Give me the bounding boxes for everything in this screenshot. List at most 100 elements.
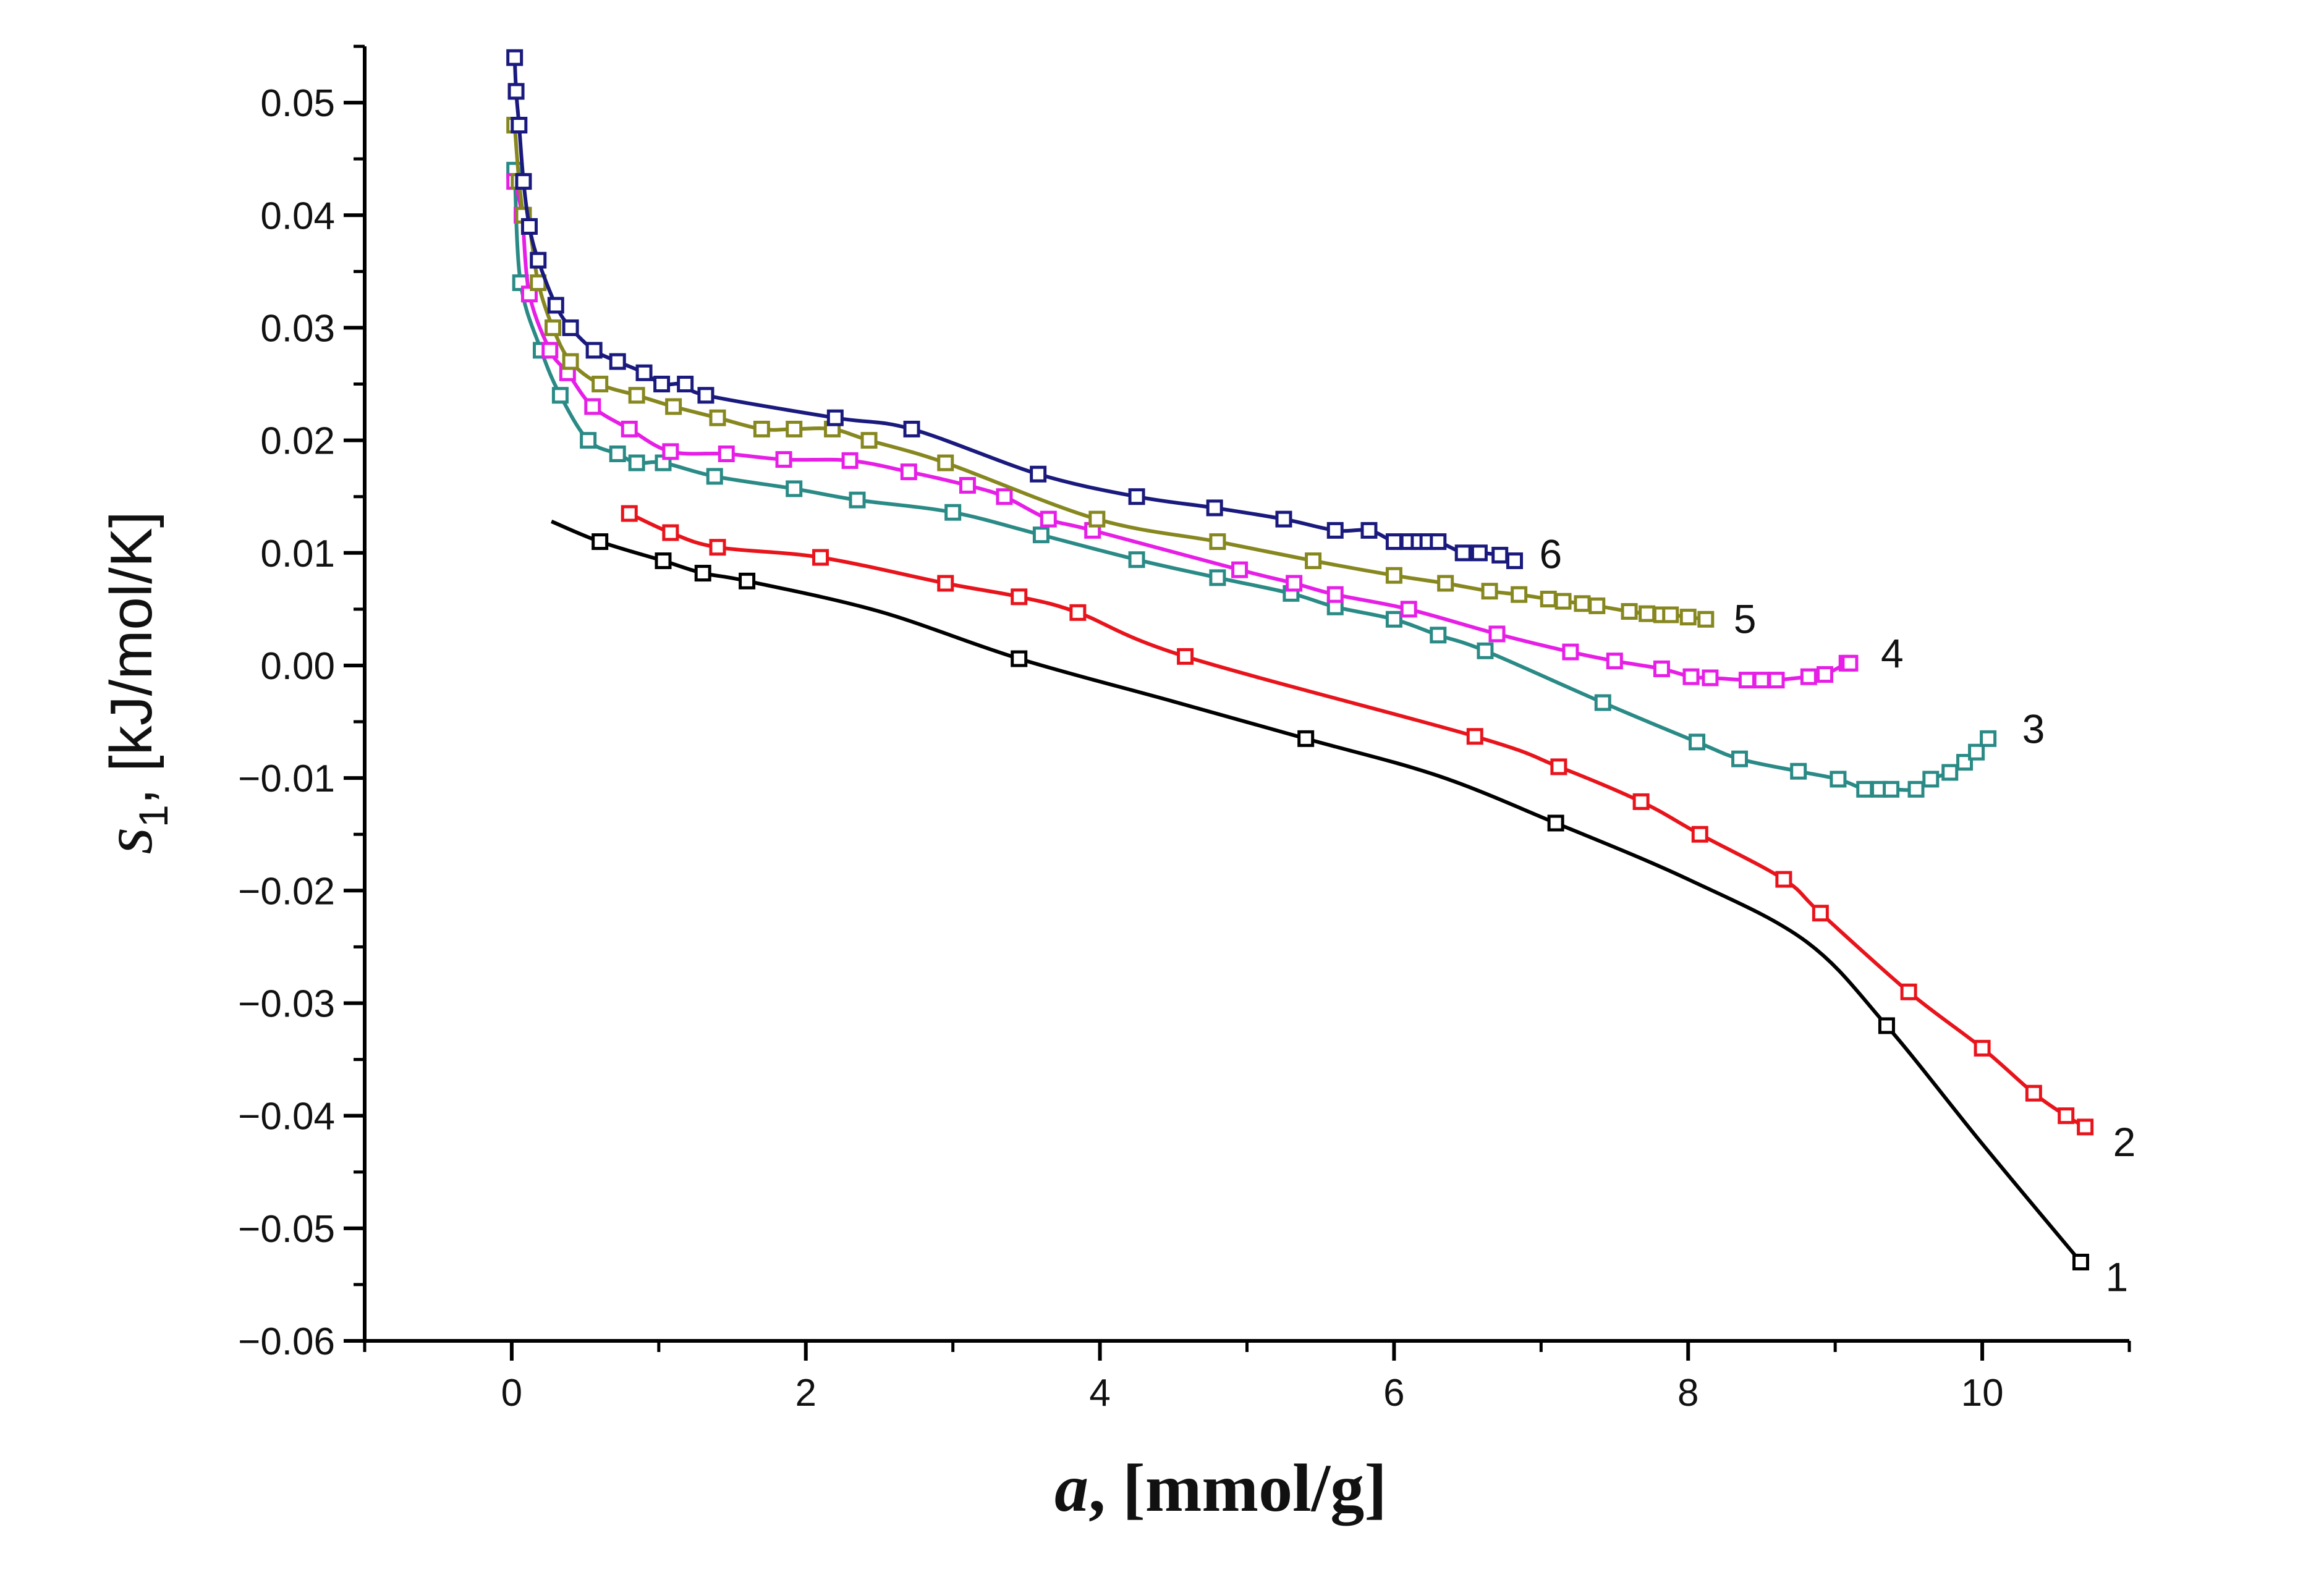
data-point-4 [718,445,735,462]
data-point-4 [1562,643,1579,661]
data-point-3 [1731,750,1749,767]
data-point-3 [849,491,866,509]
data-point-4 [1653,660,1670,677]
data-point-5 [1540,590,1557,607]
data-point-2 [709,539,726,556]
data-point-3 [1883,780,1900,798]
data-point-5 [1554,593,1572,610]
tick-labels: 0.05 0.04 0.03 0.02 0.01 0.00 −0.01 −0.02 −0.03 −… [238,82,2003,1414]
x-tick-label: 2 [795,1372,816,1414]
series-label-3: 3 [2022,706,2045,751]
data-point-1 [1297,730,1315,747]
data-point-2 [1632,793,1650,810]
data-point-2 [1069,604,1087,621]
data-point-6 [507,83,525,100]
series-label-4: 4 [1881,630,1904,676]
data-point-2 [1775,871,1792,888]
y-tick-label: 0.05 [260,82,335,125]
data-point-4 [1326,586,1344,603]
data-point-4 [1488,625,1506,643]
data-point-4 [1817,666,1834,683]
data-point-3 [1477,642,1494,659]
data-point-5 [1574,595,1591,612]
y-tick-label: 0.01 [260,533,335,575]
data-point-4 [900,463,917,481]
x-axis-label-symbol: a [1054,1450,1088,1526]
data-point-3 [1907,780,1925,798]
data-point-3 [706,468,723,485]
y-tick-label: −0.01 [238,758,335,800]
data-point-4 [1606,653,1623,670]
y-axis-label-text: , [kJ/mol/K] [98,511,164,805]
y-tick-label: 0.04 [260,195,335,237]
data-point-5 [545,319,562,336]
x-axis-label-text: , [mmol/g] [1088,1450,1387,1526]
axes [363,46,2129,1343]
data-point-6 [903,420,920,437]
data-point-2 [1011,588,1028,606]
data-point-2 [2077,1118,2094,1136]
data-point-6 [547,297,564,314]
data-point-3 [1941,764,1959,781]
data-point-4 [1738,672,1755,689]
data-point-1 [2072,1253,2089,1270]
data-point-5 [562,353,579,370]
series-labels: 1 2 3 4 5 6 [1540,531,2136,1300]
series-1 [551,520,2089,1270]
series-label-6: 6 [1540,531,1563,577]
data-point-4 [775,451,792,468]
x-tick-label: 6 [1383,1372,1404,1414]
series-label-5: 5 [1734,596,1757,641]
data-point-2 [1466,728,1483,745]
data-point-6 [677,376,694,393]
data-point-3 [628,454,645,471]
y-tick-label: 0.03 [260,307,335,350]
data-point-2 [1177,648,1194,665]
y-axis-label-subscript: 1 [130,805,176,827]
data-point-3 [609,445,626,462]
series-label-1: 1 [2105,1254,2128,1299]
data-point-4 [662,443,679,460]
data-point-2 [2058,1107,2075,1125]
data-point-6 [530,251,547,269]
data-point-1 [592,533,609,551]
data-point-1 [655,552,672,570]
data-point-4 [1702,669,1719,686]
data-point-5 [1481,583,1498,600]
data-point-5 [1639,605,1656,622]
data-point-6 [1385,533,1402,551]
data-point-6 [585,342,603,359]
data-point-5 [1088,510,1106,528]
data-point-2 [812,549,829,566]
series-3 [506,161,1997,798]
data-point-3 [1856,780,1873,798]
data-point-2 [2025,1084,2042,1102]
x-tick-label: 10 [1961,1372,2004,1414]
data-point-1 [1547,814,1564,832]
data-point-4 [959,476,976,494]
data-point-5 [937,454,954,471]
data-point-4 [621,420,638,437]
data-point-3 [1922,771,1940,788]
data-point-2 [1900,983,1917,1000]
data-point-6 [1430,533,1447,551]
data-point-5 [753,420,770,437]
series-6 [506,49,1524,570]
data-point-5 [592,376,609,393]
data-point-3 [1128,551,1145,568]
data-point-2 [662,524,679,541]
data-point-3 [944,504,962,521]
data-point-6 [562,319,579,336]
data-point-3 [786,480,803,497]
data-point-6 [1030,465,1047,483]
data-point-1 [1011,650,1028,667]
y-axis-label: s1, [kJ/mol/K] [90,511,176,854]
y-tick-label: 0.02 [260,420,335,463]
data-point-2 [1812,905,1829,922]
data-point-1 [694,565,711,582]
series-line-1 [551,520,2082,1264]
data-point-4 [1841,654,1859,672]
data-point-6 [826,409,844,426]
data-point-3 [1430,627,1447,644]
